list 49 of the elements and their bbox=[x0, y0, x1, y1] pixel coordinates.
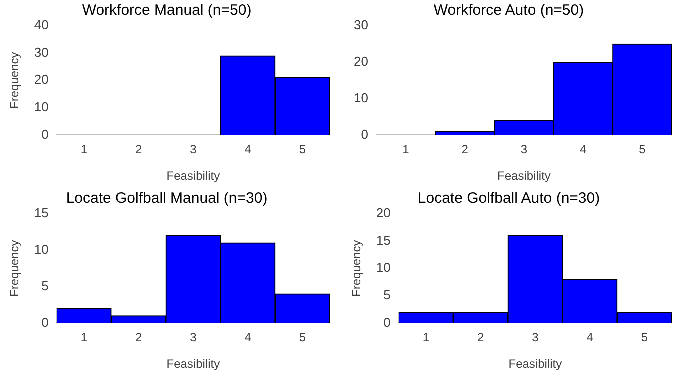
y-tick-label: 20 bbox=[34, 72, 49, 88]
y-tick-label: 30 bbox=[354, 18, 368, 33]
chart-title: Workforce Auto (n=50) bbox=[434, 2, 584, 20]
chart-title: Locate Golfball Manual (n=30) bbox=[66, 190, 268, 208]
y-tick-label: 0 bbox=[361, 126, 368, 142]
x-tick-label: 2 bbox=[477, 330, 484, 345]
y-tick-label: 10 bbox=[34, 242, 49, 257]
x-tick-label: 1 bbox=[402, 142, 410, 157]
x-tick-label: 3 bbox=[190, 142, 198, 157]
x-tick-label: 2 bbox=[135, 330, 142, 345]
x-tick-label: 1 bbox=[80, 330, 88, 345]
x-tick-label: 3 bbox=[532, 330, 540, 345]
y-tick-label: 20 bbox=[376, 206, 391, 221]
x-tick-label: 4 bbox=[244, 330, 252, 345]
chart-title: Workforce Manual (n=50) bbox=[82, 2, 252, 20]
x-axis-title: Feasibility bbox=[166, 357, 220, 372]
y-tick-label: 15 bbox=[34, 206, 49, 221]
x-tick-label: 5 bbox=[299, 142, 306, 157]
x-tick-label: 5 bbox=[641, 330, 648, 345]
x-tick-label: 3 bbox=[520, 142, 528, 157]
y-axis-title: Frequency bbox=[8, 240, 22, 297]
y-tick-label: 10 bbox=[354, 90, 368, 106]
y-tick-label: 15 bbox=[376, 232, 391, 248]
y-tick-label: 20 bbox=[354, 54, 368, 69]
y-tick-label: 0 bbox=[42, 314, 49, 330]
x-axis-title: Feasibility bbox=[498, 169, 551, 184]
y-tick-label: 5 bbox=[42, 278, 49, 294]
y-tick-label: 10 bbox=[376, 260, 391, 276]
x-axis-title: Feasibility bbox=[166, 169, 220, 184]
y-axis-title: Frequency bbox=[8, 52, 22, 109]
chart-title: Locate Golfball Auto (n=30) bbox=[418, 190, 600, 208]
x-tick-label: 2 bbox=[462, 142, 469, 157]
x-tick-label: 1 bbox=[80, 142, 88, 157]
x-tick-label: 1 bbox=[422, 330, 430, 345]
x-tick-label: 4 bbox=[244, 142, 252, 157]
x-axis-title: Feasibility bbox=[508, 357, 562, 372]
x-tick-label: 5 bbox=[639, 142, 646, 157]
y-tick-label: 0 bbox=[42, 126, 49, 142]
x-tick-label: 2 bbox=[135, 142, 142, 157]
y-tick-label: 0 bbox=[384, 314, 391, 330]
x-tick-label: 4 bbox=[580, 142, 587, 157]
x-tick-label: 5 bbox=[299, 330, 306, 345]
x-tick-label: 3 bbox=[190, 330, 198, 345]
y-tick-label: 5 bbox=[384, 287, 391, 302]
y-axis-title: Frequency bbox=[350, 240, 364, 297]
x-tick-label: 4 bbox=[586, 330, 594, 345]
y-tick-label: 40 bbox=[34, 18, 49, 33]
y-tick-label: 30 bbox=[34, 44, 49, 60]
y-tick-label: 10 bbox=[34, 99, 49, 114]
